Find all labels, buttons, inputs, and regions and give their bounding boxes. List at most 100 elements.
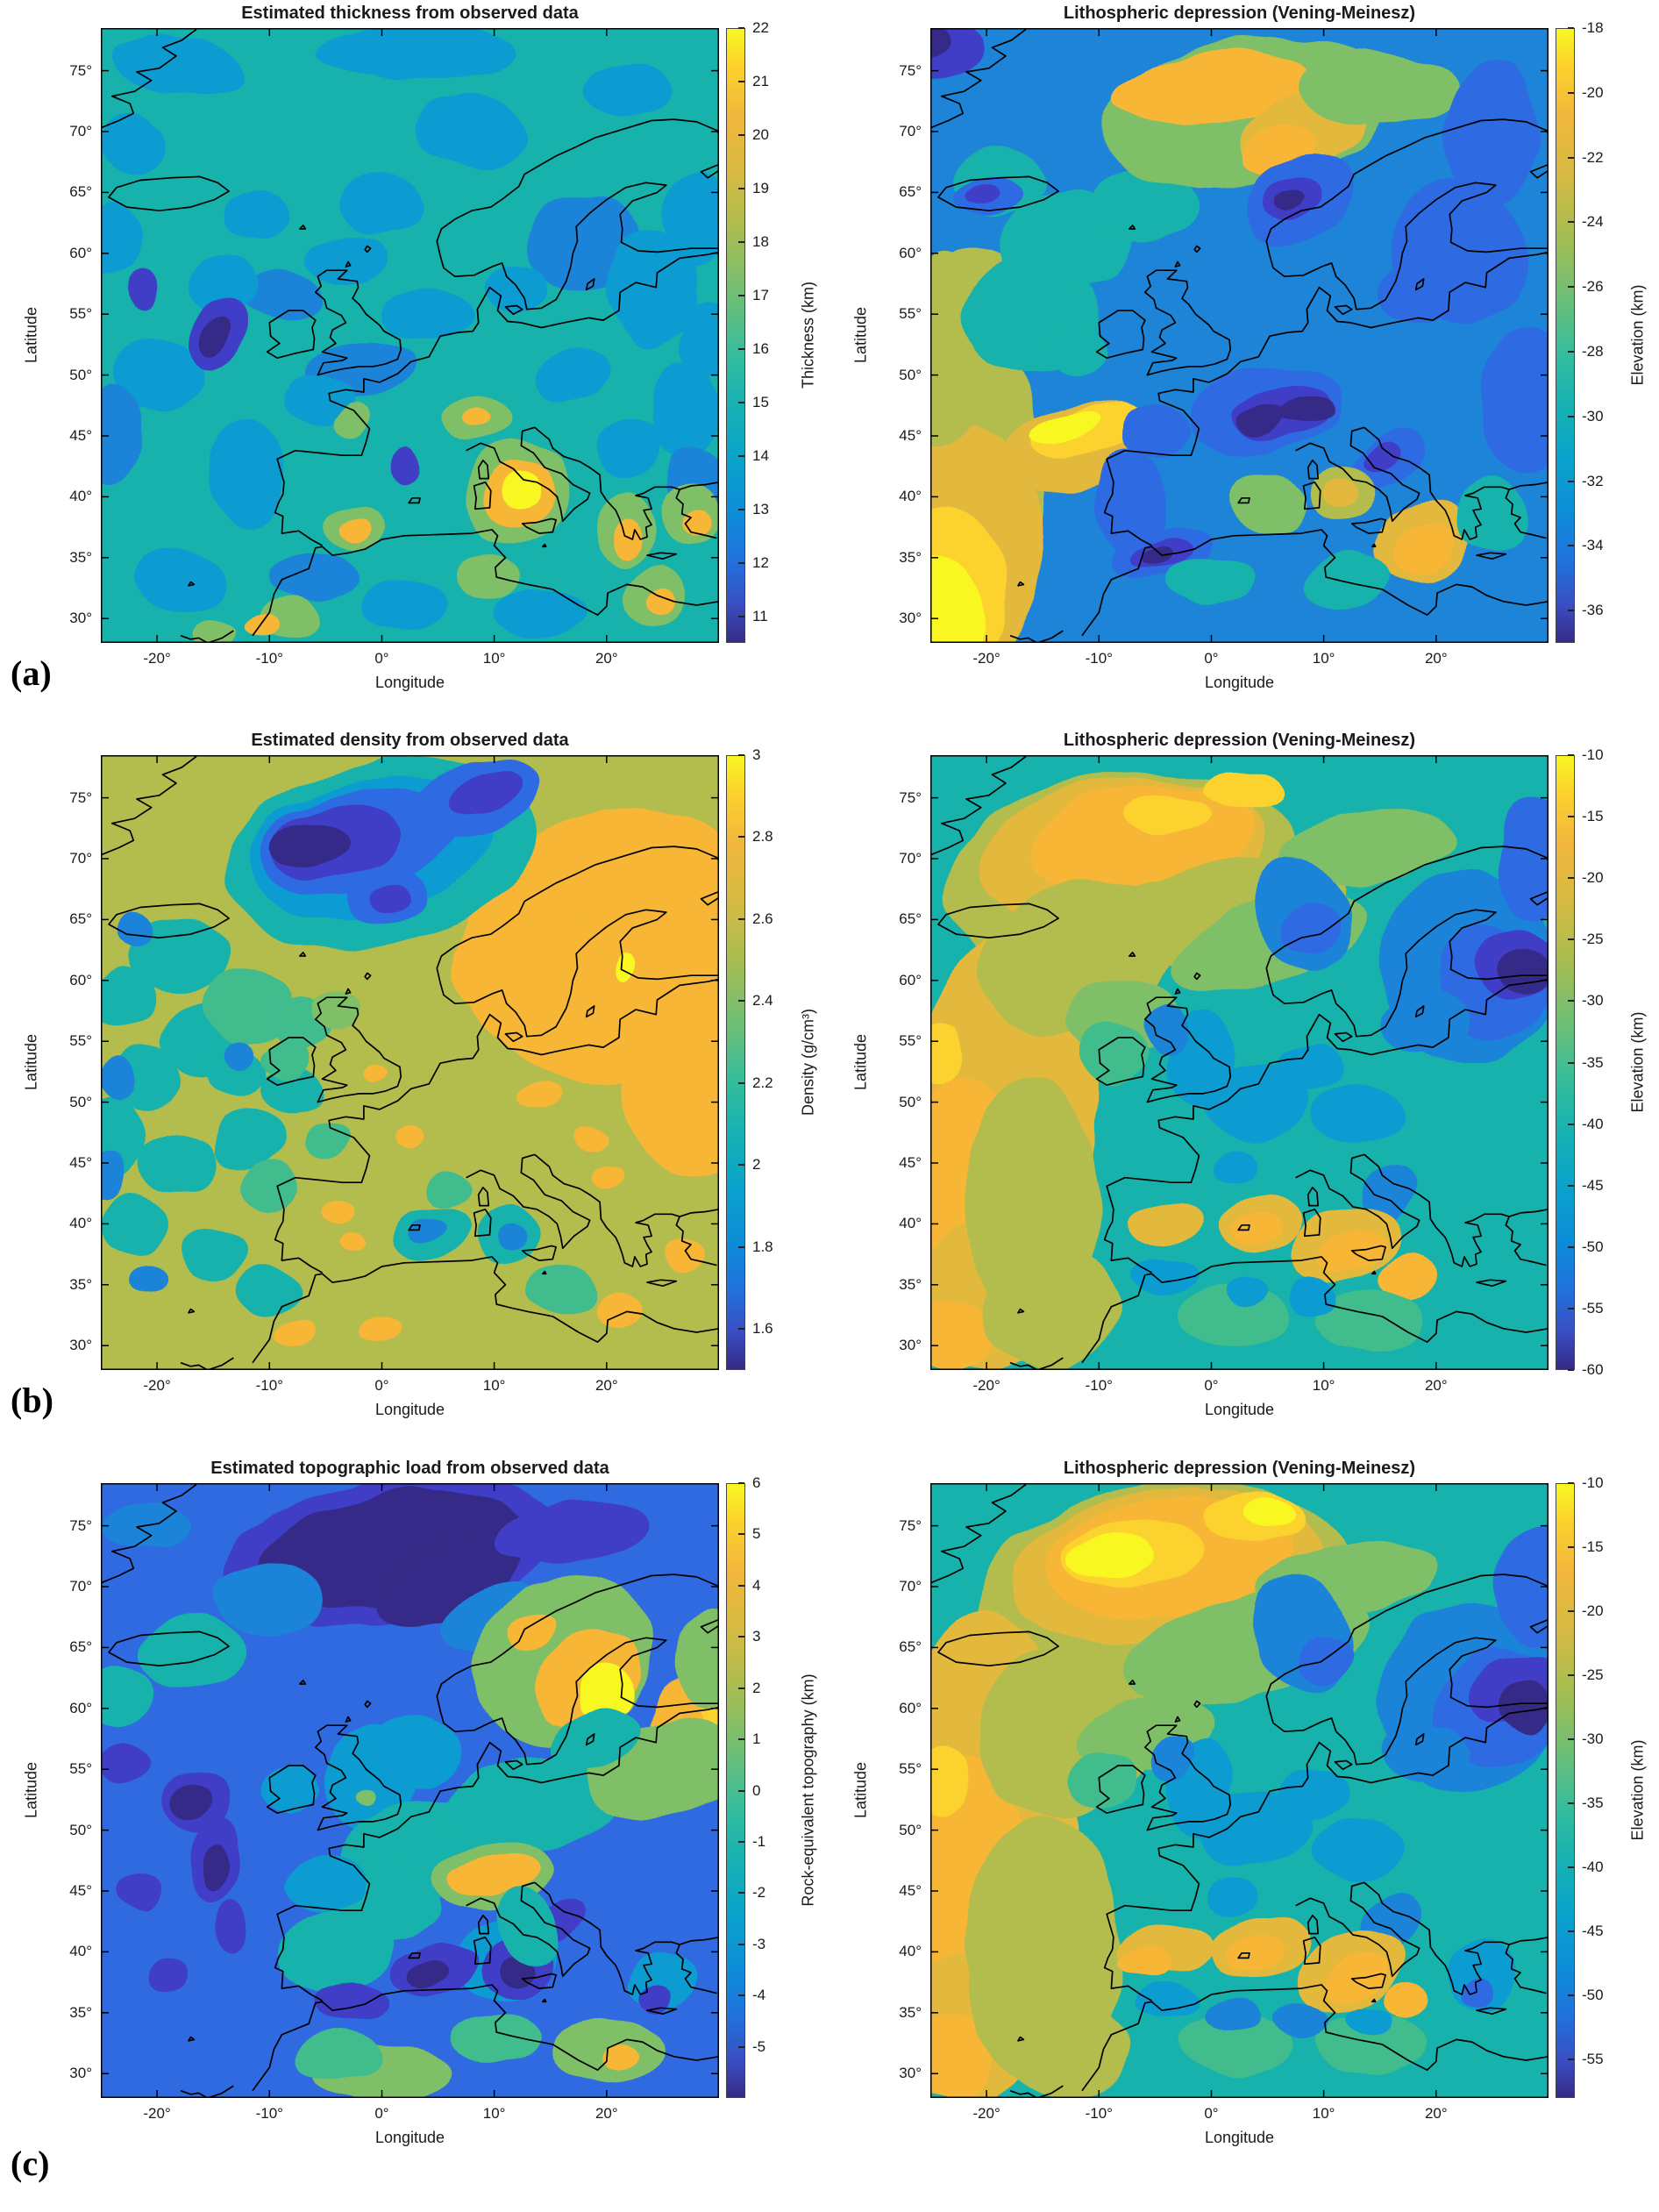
x-tick-label: -20° <box>972 650 1000 667</box>
x-tick-label: -20° <box>972 1377 1000 1394</box>
colorbar-label: Thickness (km) <box>799 281 817 389</box>
colorbar-tick-label: -15 <box>1582 808 1604 825</box>
y-tick-label: 65° <box>899 183 922 201</box>
contour-field <box>930 769 1549 1370</box>
y-tick-label: 65° <box>69 183 92 201</box>
colorbar-tick-mark <box>1568 350 1574 353</box>
y-tick-label: 40° <box>69 488 92 505</box>
y-tick-label: 65° <box>899 1638 922 1656</box>
contour-map-canvas <box>930 28 1549 643</box>
y-tick-label: 60° <box>899 1699 922 1716</box>
colorbar-tick-label: 18 <box>752 232 769 250</box>
colorbar-tick-mark <box>738 1000 744 1003</box>
row-letter-label: (a) <box>11 653 52 693</box>
colorbar-tick-label: 19 <box>752 179 769 196</box>
colorbar-tick-mark <box>1568 1061 1574 1064</box>
colorbar-tick-mark <box>1568 877 1574 880</box>
colorbar-tick-label: -55 <box>1582 1299 1604 1316</box>
colorbar-tick-label: -5 <box>752 2037 766 2055</box>
y-tick-label: 60° <box>899 971 922 988</box>
colorbar-tick-mark <box>1568 286 1574 289</box>
map-panel-c-left: Estimated topographic load from observed… <box>0 1455 830 2182</box>
colorbar-tick-label: 0 <box>752 1781 761 1799</box>
y-tick-label: 70° <box>69 1577 92 1595</box>
colorbar-tick-mark <box>1568 1674 1574 1677</box>
coastlines <box>930 28 1549 643</box>
colorbar-tick-label: -30 <box>1582 407 1604 425</box>
colorbar-tick-mark <box>738 1994 744 1997</box>
colorbar-tick-mark <box>738 1533 744 1536</box>
map-plot <box>930 28 1549 643</box>
colorbar-tick-mark <box>1568 816 1574 818</box>
contour-map-canvas <box>930 1483 1549 2098</box>
y-tick-label: 75° <box>69 788 92 806</box>
x-tick-label: 10° <box>1312 2105 1335 2122</box>
y-tick-label: 75° <box>899 61 922 79</box>
y-tick-label: 50° <box>899 1093 922 1110</box>
coastlines <box>930 755 1549 1370</box>
panel-title: Lithospheric depression (Vening-Meinesz) <box>1063 731 1416 750</box>
colorbar-tick-mark <box>1568 1369 1574 1371</box>
colorbar-tick-mark <box>738 294 744 296</box>
contour-map-canvas <box>101 1483 719 2098</box>
colorbar-tick-label: 22 <box>752 19 769 36</box>
colorbar-tick-mark <box>738 240 744 243</box>
colorbar-label: Elevation (km) <box>1628 284 1647 386</box>
y-tick-label: 35° <box>899 2003 922 2021</box>
y-tick-label: 30° <box>69 610 92 627</box>
y-tick-label: 70° <box>69 122 92 139</box>
colorbar-tick-label: -10 <box>1582 1474 1604 1491</box>
colorbar-tick-label: -15 <box>1582 1538 1604 1556</box>
colorbar-tick-mark <box>1568 27 1574 29</box>
y-tick-label: 35° <box>899 1275 922 1293</box>
colorbar-tick-mark <box>1568 2059 1574 2061</box>
colorbar-tick-mark <box>1568 415 1574 417</box>
x-tick-label: -20° <box>143 650 171 667</box>
colorbar-tick-label: -50 <box>1582 1987 1604 2004</box>
y-tick-label: 75° <box>899 1516 922 1534</box>
colorbar-tick-mark <box>1568 1802 1574 1805</box>
colorbar-tick-label: -2 <box>752 1884 766 1902</box>
colorbar-tick-mark <box>738 754 744 756</box>
colorbar-tick-label: 2.4 <box>752 992 773 1010</box>
colorbar-tick-mark <box>738 836 744 838</box>
colorbar <box>726 755 745 1370</box>
colorbar-tick-mark <box>738 27 744 29</box>
panel-title: Lithospheric depression (Vening-Meinesz) <box>1063 1459 1416 1478</box>
x-tick-label: -10° <box>1085 1377 1113 1394</box>
y-tick-label: 55° <box>899 1760 922 1778</box>
colorbar-tick-mark <box>1568 1123 1574 1125</box>
colorbar-tick-mark <box>1568 938 1574 941</box>
x-tick-label: -10° <box>255 650 283 667</box>
colorbar-tick-label: 2 <box>752 1679 761 1696</box>
y-tick-label: 70° <box>69 849 92 867</box>
panel-title: Estimated topographic load from observed… <box>210 1459 609 1478</box>
colorbar-tick-mark <box>738 508 744 510</box>
colorbar-tick-label: -35 <box>1582 1053 1604 1071</box>
map-panel-b-left: Estimated density from observed data Lat… <box>0 727 830 1454</box>
y-tick-label: 40° <box>899 488 922 505</box>
colorbar-tick-mark <box>738 454 744 457</box>
colorbar-tick-label: -50 <box>1582 1238 1604 1255</box>
y-tick-label: 65° <box>899 910 922 928</box>
colorbar-tick-mark <box>738 80 744 82</box>
colorbar-tick-mark <box>1568 480 1574 482</box>
y-tick-label: 60° <box>69 1699 92 1716</box>
colorbar-tick-mark <box>738 1081 744 1084</box>
colorbar-tick-mark <box>738 1943 744 1945</box>
colorbar-tick-label: 5 <box>752 1525 761 1543</box>
colorbar-tick-label: 3 <box>752 746 761 763</box>
y-tick-label: 55° <box>899 305 922 323</box>
colorbar-tick-mark <box>738 347 744 350</box>
x-tick-label: 20° <box>1424 1377 1448 1394</box>
y-tick-label: 60° <box>69 971 92 988</box>
colorbar-tick-mark <box>1568 1546 1574 1549</box>
x-tick-label: 20° <box>595 1377 618 1394</box>
map-panel-a-right: Lithospheric depression (Vening-Meinesz)… <box>830 0 1659 727</box>
y-tick-label: 50° <box>69 1821 92 1838</box>
panel-title: Lithospheric depression (Vening-Meinesz) <box>1063 4 1416 23</box>
x-tick-label: 10° <box>1312 1377 1335 1394</box>
colorbar-tick-mark <box>738 1892 744 1894</box>
colorbar <box>1556 28 1575 643</box>
